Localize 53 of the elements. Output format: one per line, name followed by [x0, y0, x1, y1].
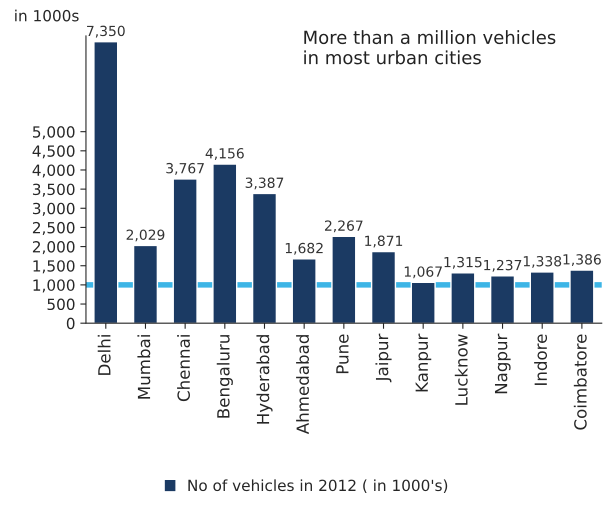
x-tick-label: Coimbatore: [574, 334, 587, 430]
bar: [132, 244, 158, 324]
bar: [252, 192, 278, 324]
y-tick-label: 500: [48, 298, 75, 310]
legend-label: No of vehicles in 2012 ( in 1000's): [188, 479, 448, 493]
text: 1,237: [484, 260, 522, 272]
y-tick-label: 4,000: [32, 164, 75, 178]
y-tick-label: 2,000: [32, 241, 75, 254]
bar: [490, 275, 516, 324]
x-tick-label: Kanpur: [416, 334, 432, 392]
bar: [410, 282, 436, 324]
bar: [331, 236, 356, 324]
bar: [450, 272, 476, 324]
bar: [172, 178, 198, 324]
text: 1,386: [564, 254, 601, 266]
y-tick-label: 3,000: [32, 202, 75, 216]
y-tick-label: 1,500: [33, 260, 75, 274]
bar: [212, 163, 238, 324]
text: 1,682: [286, 242, 323, 255]
y-tick-label: 2,500: [32, 222, 75, 236]
y-tick-label: 5,000: [32, 126, 75, 140]
annotation: More than a million vehicles in most urban cities: [304, 30, 556, 64]
bar: [569, 269, 594, 324]
x-tick-label: Delhi: [98, 335, 111, 375]
x-tick-label: Jaipur: [375, 334, 392, 382]
x-tick-label: Bengaluru: [216, 335, 233, 418]
x-tick-label: Lucknow: [454, 334, 468, 405]
bar: [530, 271, 555, 324]
bar: [93, 40, 118, 324]
text: 3,767: [166, 162, 204, 175]
x-tick-label: Mumbai: [137, 335, 150, 399]
x-tick-label: Nagpur: [494, 334, 511, 394]
bar: [292, 258, 317, 324]
text: 4,156: [206, 148, 244, 160]
x-tick-label: Hyderabad: [256, 335, 273, 424]
y-axis-title: in 1000s: [15, 10, 79, 22]
bar: [370, 250, 396, 324]
x-tick-label: Chennai: [177, 335, 190, 402]
text: 2,029: [126, 229, 164, 242]
text: 1,067: [404, 266, 442, 278]
text: 1,338: [524, 256, 562, 268]
text: 1,871: [365, 236, 402, 248]
x-tick-label: Indore: [534, 334, 548, 385]
x-tick-label: Pune: [336, 334, 349, 374]
y-tick-label: 0: [66, 318, 75, 330]
text: 2,267: [324, 220, 363, 232]
y-tick-label: 3,500: [32, 184, 75, 197]
y-tick-label: 4,500: [32, 145, 75, 158]
text: 1,315: [444, 256, 482, 269]
y-tick-label: 1,000: [33, 279, 75, 292]
x-tick-label: Ahmedabad: [296, 335, 309, 434]
text: 7,350: [87, 26, 125, 38]
text: 3,387: [246, 177, 284, 190]
